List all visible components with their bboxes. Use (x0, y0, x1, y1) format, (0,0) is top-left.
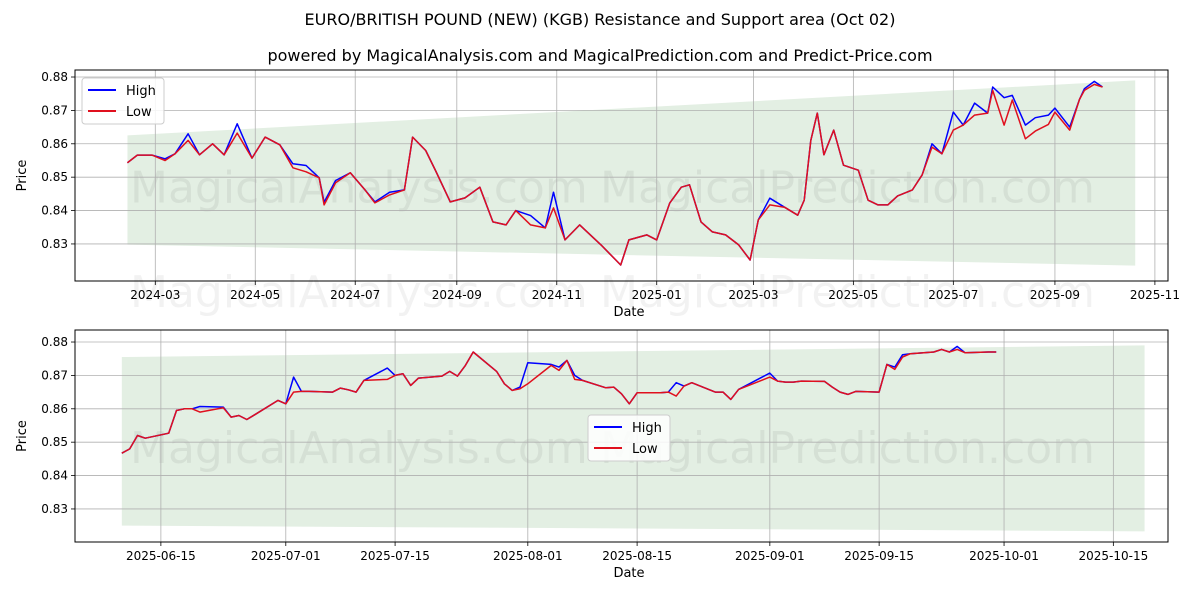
support-resistance-band (127, 80, 1136, 266)
x-tick-label: 2025-09-01 (735, 549, 805, 563)
x-tick-label: 2024-05 (230, 288, 280, 302)
x-tick-label: 2025-07-01 (251, 549, 321, 563)
watermark: MagicalPrediction.com (600, 423, 1095, 474)
x-tick-label: 2024-07 (330, 288, 380, 302)
legend: High Low (587, 414, 671, 462)
chart-title: EURO/BRITISH POUND (NEW) (KGB) Resistanc… (304, 10, 896, 29)
x-tick-label: 2025-11 (1130, 288, 1180, 302)
y-tick-label: 0.84 (41, 469, 68, 483)
y-tick-label: 0.83 (41, 237, 68, 251)
low-series-line (121, 348, 997, 454)
legend: High Low (81, 77, 165, 125)
x-tick-label: 2025-07-15 (360, 549, 430, 563)
legend-label-high: High (126, 84, 156, 99)
y-tick-label: 0.85 (41, 170, 68, 184)
x-tick-label: 2025-08-01 (493, 549, 563, 563)
x-tick-label: 2025-03 (728, 288, 778, 302)
chart-subtitle: powered by MagicalAnalysis.com and Magic… (267, 46, 933, 65)
plot-frame (74, 69, 1169, 282)
y-axis-label: Price (15, 160, 30, 192)
y-tick-label: 0.85 (41, 435, 68, 449)
y-tick-label: 0.86 (41, 137, 68, 151)
x-axis-label: Date (613, 305, 644, 320)
y-tick-label: 0.83 (41, 502, 68, 516)
x-tick-label: 2025-01 (632, 288, 682, 302)
x-tick-label: 2025-05 (828, 288, 878, 302)
watermark: MagicalPrediction.com (600, 163, 1095, 214)
x-axis-label: Date (613, 566, 644, 581)
x-tick-label: 2024-11 (532, 288, 582, 302)
chart-panel-1: MagicalAnalysis.comMagicalAnalysis.comMa… (15, 69, 1180, 320)
x-tick-label: 2025-07 (928, 288, 978, 302)
y-tick-label: 0.88 (41, 335, 68, 349)
chart-panel-2: MagicalAnalysis.com MagicalPrediction.com… (15, 329, 1169, 581)
low-series-line (126, 83, 1103, 266)
watermark: MagicalAnalysis.com (130, 423, 588, 474)
watermark: MagicalAnalysis.com (130, 267, 588, 318)
x-tick-label: 2025-10-15 (1078, 549, 1148, 563)
x-tick-label: 2025-08-15 (602, 549, 672, 563)
y-tick-label: 0.87 (41, 368, 68, 382)
y-tick-label: 0.84 (41, 204, 68, 218)
x-tick-label: 2024-03 (130, 288, 180, 302)
x-tick-label: 2024-09 (432, 288, 482, 302)
plot-frame (74, 329, 1169, 543)
y-tick-label: 0.88 (41, 70, 68, 84)
watermark: MagicalPrediction.com (600, 267, 1095, 318)
x-tick-label: 2025-09-15 (844, 549, 914, 563)
watermark: MagicalAnalysis.com (130, 163, 588, 214)
y-tick-label: 0.87 (41, 103, 68, 117)
y-tick-label: 0.86 (41, 402, 68, 416)
x-tick-label: 2025-09 (1030, 288, 1080, 302)
legend-label-low: Low (632, 442, 658, 457)
legend-label-high: High (632, 421, 662, 436)
x-tick-label: 2025-10-01 (969, 549, 1039, 563)
legend-label-low: Low (126, 105, 152, 120)
x-tick-label: 2025-06-15 (126, 549, 196, 563)
y-axis-label: Price (15, 420, 30, 452)
